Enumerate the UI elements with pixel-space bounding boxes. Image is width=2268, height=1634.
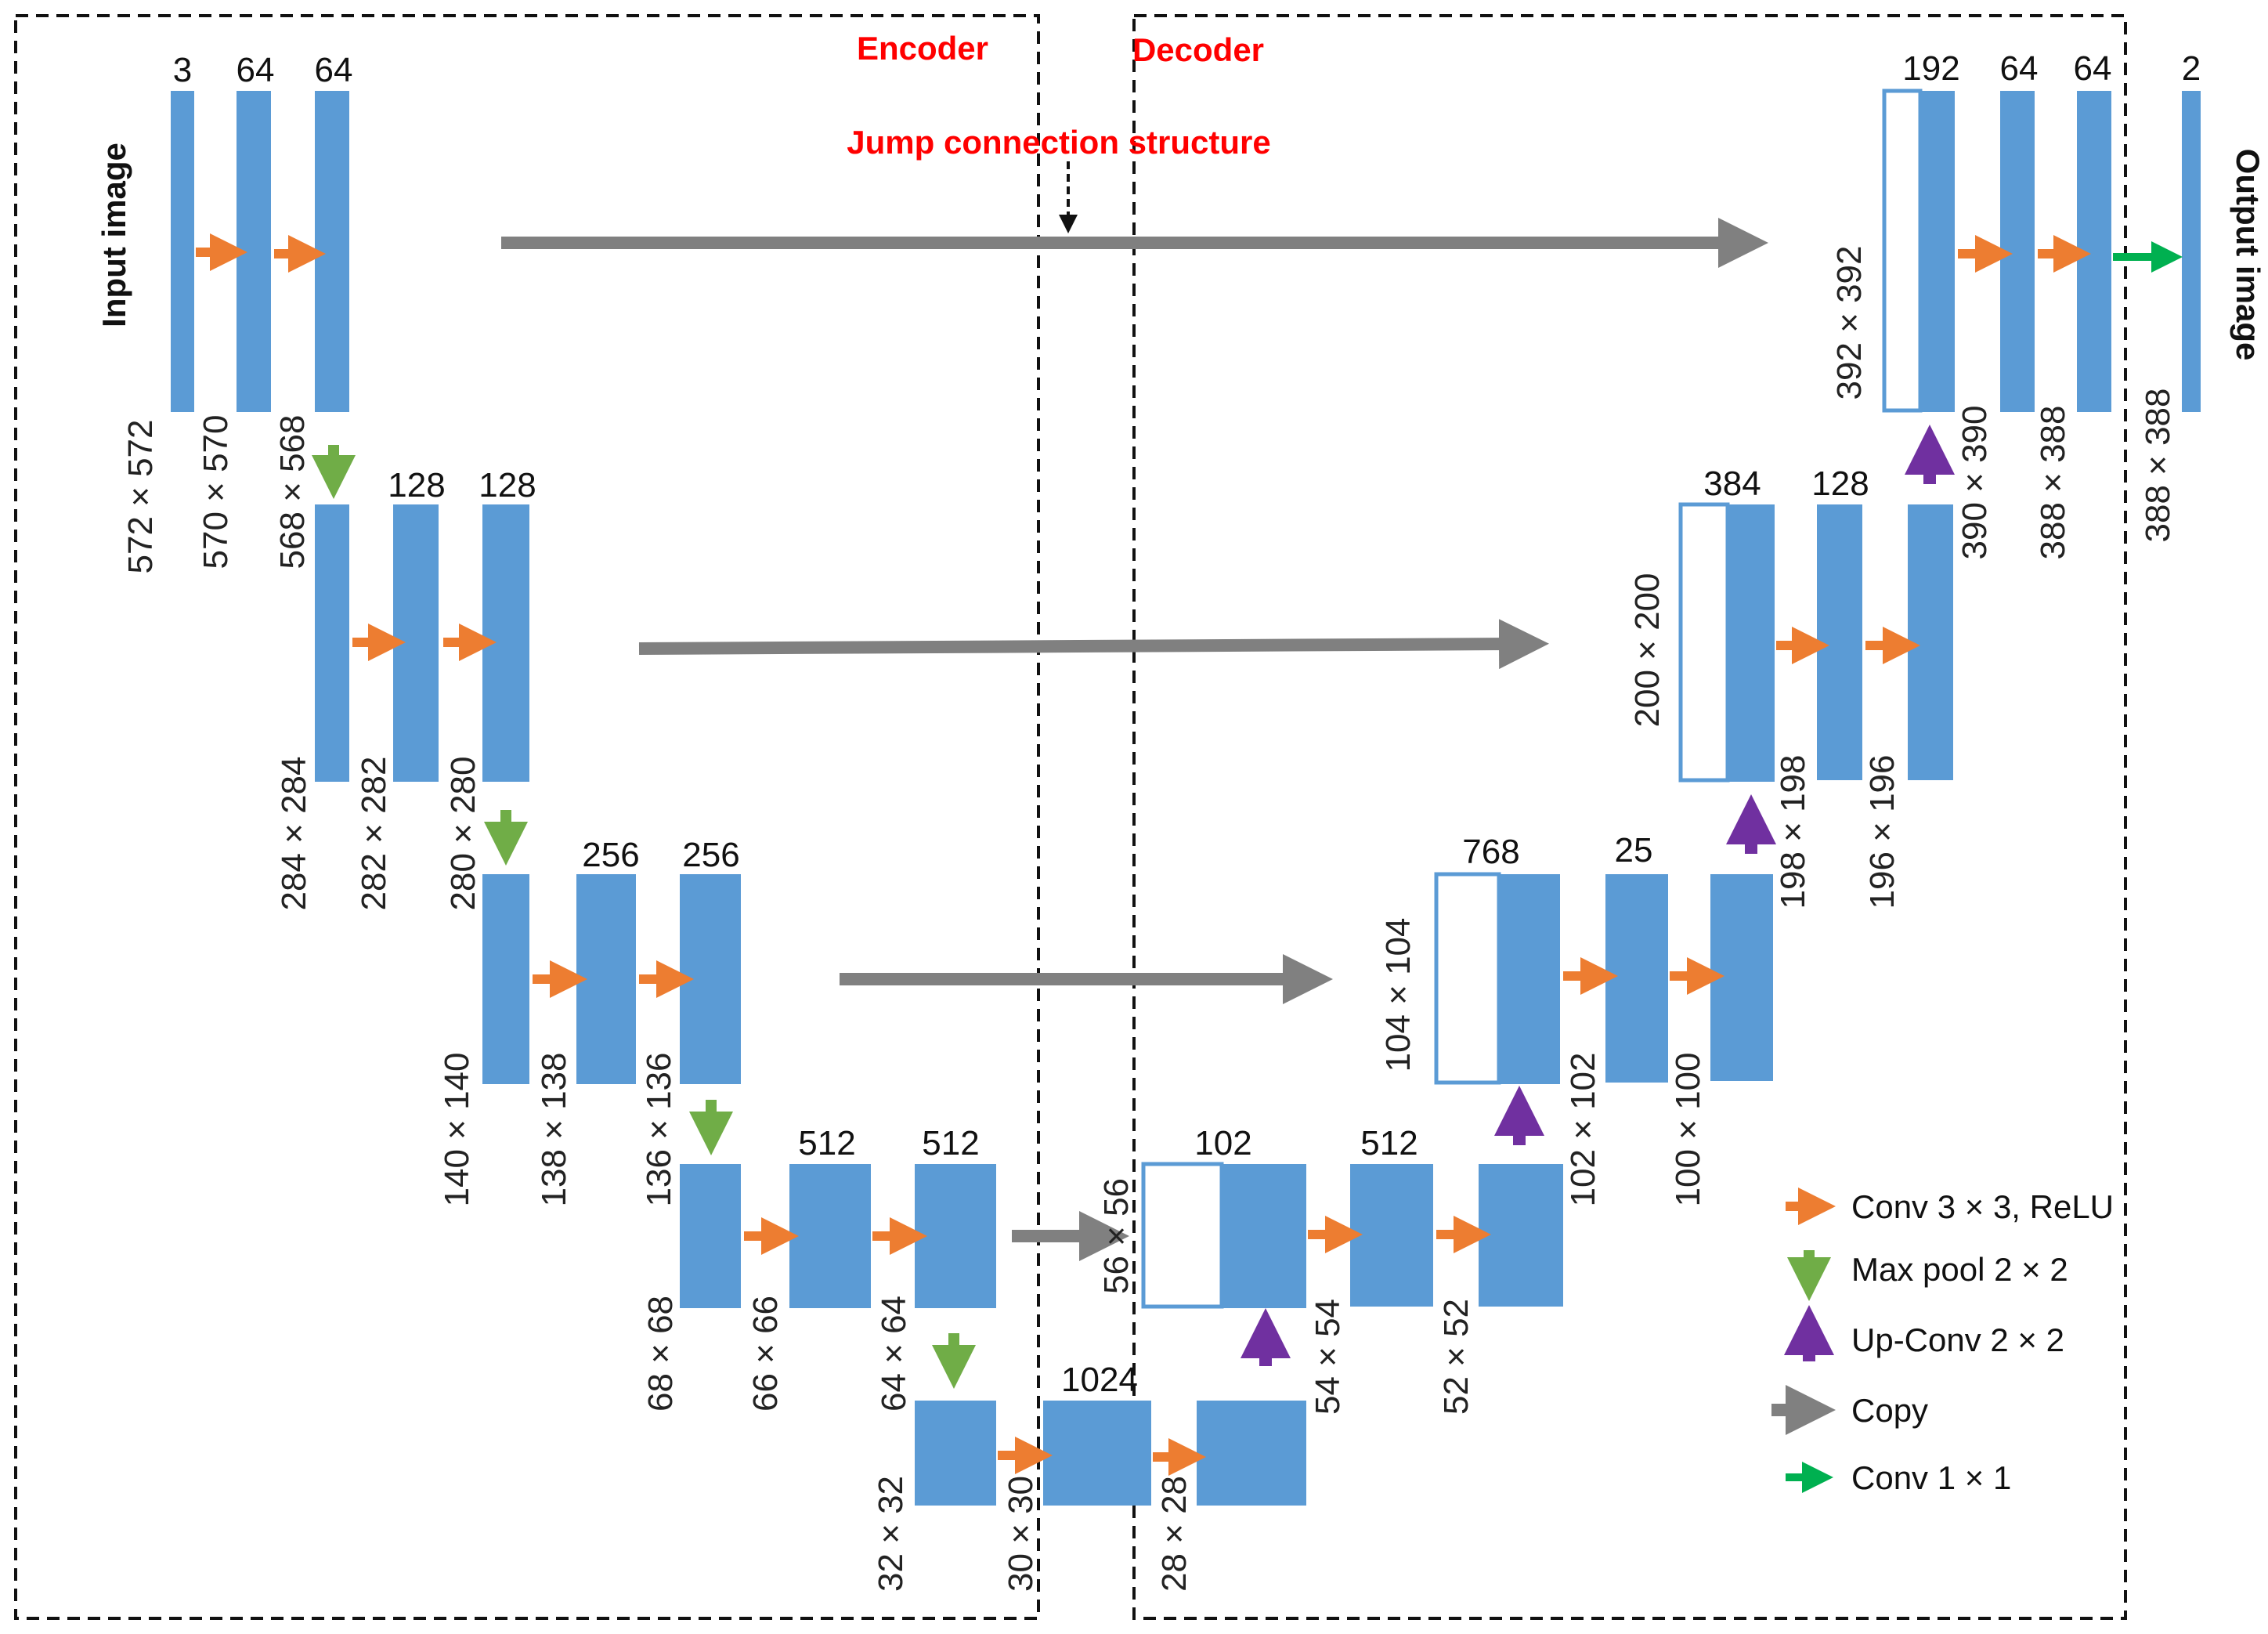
size-label: 30 × 30 xyxy=(1002,1476,1040,1592)
channel-label: 512 xyxy=(798,1124,855,1162)
size-label: 52 × 52 xyxy=(1437,1299,1475,1415)
size-label: 54 × 54 xyxy=(1309,1299,1347,1415)
size-label: 138 × 138 xyxy=(535,1053,573,1207)
copied-feature-block xyxy=(1434,872,1501,1085)
size-label: 102 × 102 xyxy=(1564,1053,1602,1207)
size-label: 68 × 68 xyxy=(641,1296,680,1412)
legend-copy-label: Copy xyxy=(1851,1392,1928,1429)
size-label: 388 × 388 xyxy=(2139,389,2177,543)
feature-map-block xyxy=(1043,1401,1151,1506)
copied-feature-block xyxy=(1141,1162,1224,1309)
feature-map-block xyxy=(789,1164,871,1308)
input-image-label: Input image xyxy=(96,143,132,327)
channel-label: 102 xyxy=(1194,1124,1251,1162)
channel-label: 256 xyxy=(682,836,739,874)
channel-label: 192 xyxy=(1902,49,1959,88)
copy-arrow xyxy=(638,619,1549,670)
feature-map-block xyxy=(482,504,529,782)
channel-label: 1024 xyxy=(1061,1361,1138,1399)
channel-label: 128 xyxy=(1811,465,1869,503)
feature-map-block xyxy=(1817,504,1862,780)
output-map-block xyxy=(2182,91,2201,412)
size-label: 392 × 392 xyxy=(1830,246,1869,400)
channel-label: 768 xyxy=(1462,833,1519,871)
channel-label: 25 xyxy=(1615,831,1653,869)
copied-feature-block xyxy=(1882,89,1923,413)
size-label: 56 × 56 xyxy=(1097,1178,1136,1294)
size-label: 572 × 572 xyxy=(121,420,160,574)
feature-map-block xyxy=(680,1164,741,1308)
legend-upconv-label: Up-Conv 2 × 2 xyxy=(1851,1321,2064,1358)
encoder-region xyxy=(14,14,1040,1620)
size-label: 140 × 140 xyxy=(438,1053,476,1207)
channel-label: 256 xyxy=(582,836,639,874)
encoder-title: Encoder xyxy=(857,30,988,67)
channel-label: 2 xyxy=(2182,49,2201,88)
size-label: 568 × 568 xyxy=(273,415,312,569)
feature-map-block xyxy=(171,91,194,412)
feature-map-block xyxy=(1479,1164,1563,1307)
size-label: 388 × 388 xyxy=(2034,406,2072,560)
feature-map-block xyxy=(1728,504,1775,782)
channel-label: 3 xyxy=(173,51,192,89)
channel-label: 64 xyxy=(237,51,275,89)
feature-map-block xyxy=(1710,874,1773,1081)
legend-conv-label: Conv 3 × 3, ReLU xyxy=(1851,1188,2114,1225)
feature-map-block xyxy=(482,874,529,1084)
size-label: 390 × 390 xyxy=(1956,406,1994,560)
size-label: 280 × 280 xyxy=(444,757,482,911)
decoder-region xyxy=(1132,14,2127,1620)
feature-map-block xyxy=(1605,874,1668,1083)
feature-map-block xyxy=(915,1401,996,1506)
size-label: 104 × 104 xyxy=(1379,918,1418,1072)
channel-label: 64 xyxy=(2000,49,2039,88)
feature-map-block xyxy=(1197,1401,1306,1506)
legend: Conv 3 × 3, ReLU Max pool 2 × 2 Up-Conv … xyxy=(1771,1188,2114,1496)
channel-label: 512 xyxy=(922,1124,979,1162)
jump-connection-title: Jump connection structure xyxy=(847,124,1270,161)
feature-map-block xyxy=(576,874,636,1084)
feature-map-block xyxy=(1908,504,1953,780)
feature-map-block xyxy=(915,1164,996,1308)
decoder-title: Decoder xyxy=(1132,31,1264,68)
channel-label: 512 xyxy=(1360,1124,1418,1162)
feature-map-block xyxy=(315,91,349,412)
feature-map-block xyxy=(1497,874,1560,1084)
feature-map-block xyxy=(1220,1164,1306,1308)
size-label: 66 × 66 xyxy=(746,1296,785,1412)
channel-label: 64 xyxy=(315,51,353,89)
feature-map-block xyxy=(393,504,439,782)
size-label: 570 × 570 xyxy=(197,415,235,569)
feature-map-block xyxy=(237,91,271,412)
copied-feature-block xyxy=(1678,502,1730,783)
channel-label: 128 xyxy=(479,466,536,504)
size-label: 196 × 196 xyxy=(1863,755,1901,909)
feature-map-block xyxy=(315,504,349,782)
size-label: 198 × 198 xyxy=(1774,755,1812,909)
legend-conv1x1-label: Conv 1 × 1 xyxy=(1851,1459,2011,1496)
feature-map-block xyxy=(680,874,741,1084)
size-label: 100 × 100 xyxy=(1669,1053,1707,1207)
size-label: 32 × 32 xyxy=(872,1476,910,1592)
feature-map-block xyxy=(1919,91,1955,412)
size-label: 64 × 64 xyxy=(875,1296,913,1412)
channel-label: 384 xyxy=(1703,465,1761,503)
legend-maxpool-label: Max pool 2 × 2 xyxy=(1851,1251,2068,1288)
channel-label: 128 xyxy=(388,466,445,504)
channel-label: 64 xyxy=(2074,49,2112,88)
size-label: 136 × 136 xyxy=(640,1053,678,1207)
feature-map-block xyxy=(2077,91,2111,412)
size-label: 282 × 282 xyxy=(355,757,393,911)
output-image-label: Output image xyxy=(2230,149,2266,361)
size-label: 28 × 28 xyxy=(1155,1476,1194,1592)
feature-map-block xyxy=(1350,1164,1433,1307)
size-label: 200 × 200 xyxy=(1628,573,1667,728)
feature-map-block xyxy=(2000,91,2035,412)
size-label: 284 × 284 xyxy=(275,757,313,911)
